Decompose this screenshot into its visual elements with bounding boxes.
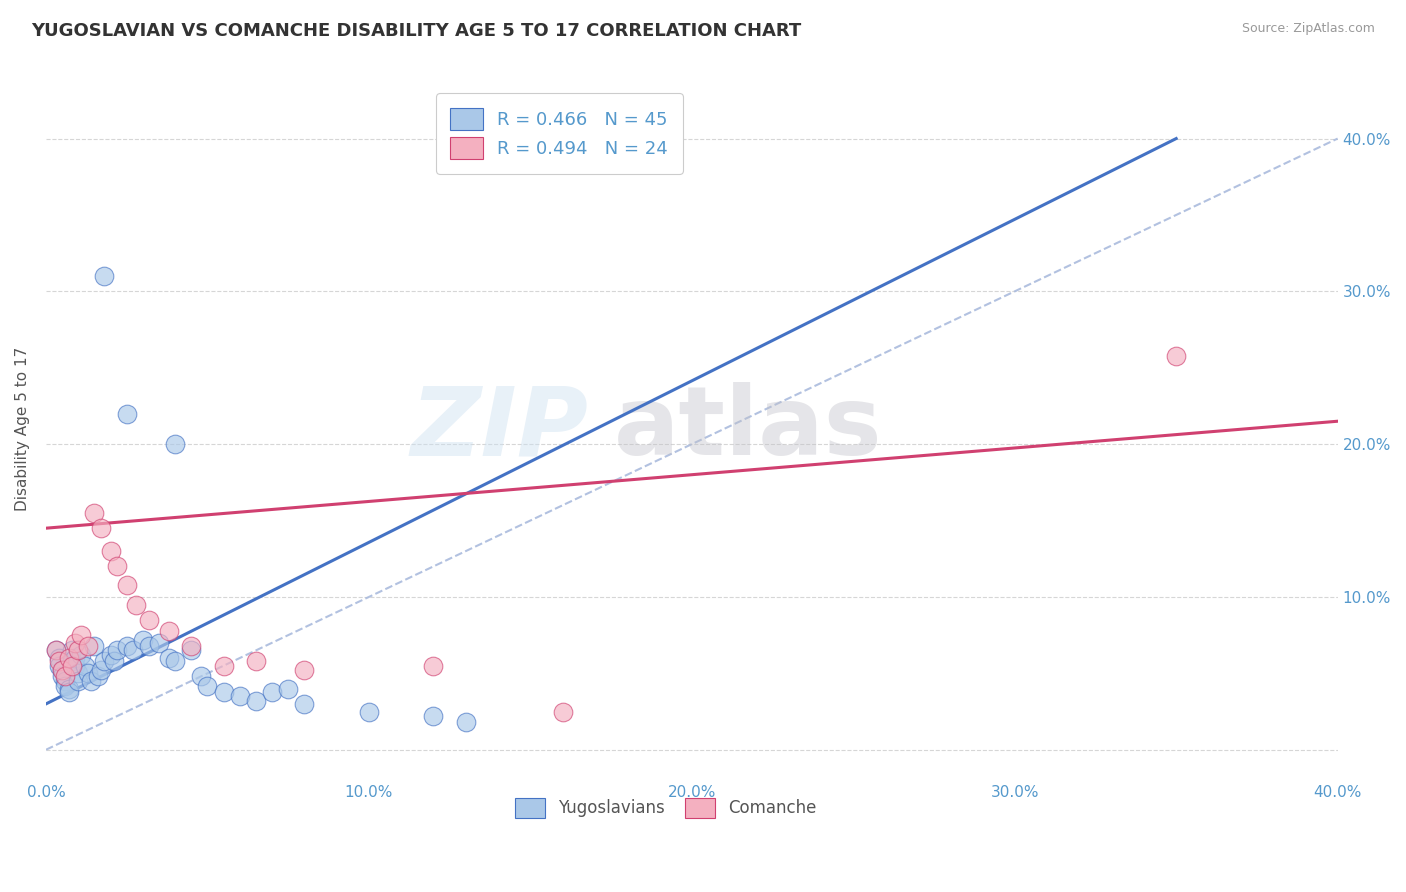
- Point: [212, 684, 235, 698]
- Point: [63, 658, 86, 673]
- Point: [60, 654, 83, 668]
- Point: [70, 648, 93, 662]
- Point: [157, 624, 180, 638]
- Point: [70, 628, 93, 642]
- Point: [67, 643, 90, 657]
- Point: [228, 690, 250, 704]
- Point: [115, 639, 138, 653]
- Point: [53, 669, 76, 683]
- Point: [63, 651, 86, 665]
- Point: [357, 705, 380, 719]
- Point: [67, 666, 90, 681]
- Point: [63, 636, 86, 650]
- Y-axis label: Disability Age 5 to 17: Disability Age 5 to 17: [15, 347, 30, 511]
- Point: [165, 654, 187, 668]
- Point: [51, 669, 73, 683]
- Point: [53, 679, 76, 693]
- Point: [212, 658, 235, 673]
- Point: [551, 705, 574, 719]
- Point: [157, 651, 180, 665]
- Point: [77, 639, 100, 653]
- Point: [80, 673, 103, 688]
- Point: [51, 663, 73, 677]
- Point: [105, 559, 128, 574]
- Point: [115, 578, 138, 592]
- Point: [197, 679, 219, 693]
- Point: [245, 694, 267, 708]
- Point: [48, 654, 70, 668]
- Point: [67, 673, 90, 688]
- Point: [105, 643, 128, 657]
- Point: [86, 669, 108, 683]
- Point: [422, 658, 444, 673]
- Point: [148, 636, 170, 650]
- Point: [180, 639, 202, 653]
- Point: [138, 613, 160, 627]
- Point: [60, 643, 83, 657]
- Point: [100, 544, 122, 558]
- Point: [93, 269, 115, 284]
- Text: atlas: atlas: [614, 383, 883, 475]
- Point: [58, 651, 80, 665]
- Point: [190, 669, 212, 683]
- Point: [260, 684, 283, 698]
- Point: [45, 643, 67, 657]
- Point: [60, 658, 83, 673]
- Point: [138, 639, 160, 653]
- Point: [93, 654, 115, 668]
- Point: [180, 643, 202, 657]
- Point: [165, 437, 187, 451]
- Text: Source: ZipAtlas.com: Source: ZipAtlas.com: [1241, 22, 1375, 36]
- Text: ZIP: ZIP: [411, 383, 589, 475]
- Point: [1166, 349, 1188, 363]
- Point: [83, 639, 105, 653]
- Point: [277, 681, 299, 696]
- Point: [53, 673, 76, 688]
- Point: [48, 651, 70, 665]
- Text: YUGOSLAVIAN VS COMANCHE DISABILITY AGE 5 TO 17 CORRELATION CHART: YUGOSLAVIAN VS COMANCHE DISABILITY AGE 5…: [31, 22, 801, 40]
- Point: [422, 709, 444, 723]
- Point: [58, 681, 80, 696]
- Point: [100, 648, 122, 662]
- Point: [51, 663, 73, 677]
- Legend: Yugoslavians, Comanche: Yugoslavians, Comanche: [509, 791, 824, 825]
- Point: [73, 658, 96, 673]
- Point: [77, 666, 100, 681]
- Point: [115, 407, 138, 421]
- Point: [292, 663, 315, 677]
- Point: [103, 654, 125, 668]
- Point: [83, 506, 105, 520]
- Point: [90, 521, 112, 535]
- Point: [90, 663, 112, 677]
- Point: [245, 654, 267, 668]
- Point: [292, 697, 315, 711]
- Point: [454, 715, 477, 730]
- Point: [58, 684, 80, 698]
- Point: [45, 643, 67, 657]
- Point: [125, 598, 148, 612]
- Point: [132, 632, 155, 647]
- Point: [122, 643, 145, 657]
- Point: [48, 658, 70, 673]
